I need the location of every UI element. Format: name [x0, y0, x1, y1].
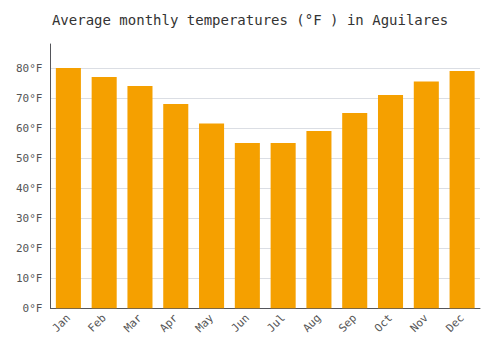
svg-text:Nov: Nov	[408, 311, 431, 334]
svg-text:80°F: 80°F	[16, 62, 43, 75]
svg-text:50°F: 50°F	[16, 152, 43, 165]
svg-text:70°F: 70°F	[16, 92, 43, 105]
svg-text:Jun: Jun	[229, 312, 252, 335]
svg-text:60°F: 60°F	[16, 122, 43, 135]
svg-text:0°F: 0°F	[23, 302, 43, 315]
svg-text:Apr: Apr	[157, 311, 180, 334]
svg-text:Oct: Oct	[372, 312, 395, 335]
svg-text:20°F: 20°F	[16, 242, 43, 255]
svg-text:40°F: 40°F	[16, 182, 43, 195]
svg-text:30°F: 30°F	[16, 212, 43, 225]
svg-text:Jul: Jul	[265, 312, 288, 335]
svg-text:Mar: Mar	[121, 311, 144, 334]
svg-text:Sep: Sep	[336, 312, 359, 335]
svg-text:10°F: 10°F	[16, 272, 43, 285]
svg-text:Feb: Feb	[86, 312, 109, 335]
svg-text:May: May	[193, 311, 216, 334]
svg-text:Aug: Aug	[300, 312, 323, 335]
svg-text:Jan: Jan	[50, 312, 73, 335]
svg-text:Average monthly temperatures (: Average monthly temperatures (°F ) in Ag…	[52, 12, 448, 28]
svg-text:Dec: Dec	[443, 312, 466, 335]
